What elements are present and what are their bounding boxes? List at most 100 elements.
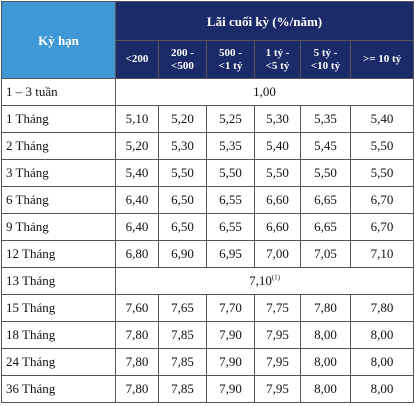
rate-cell: 6,60 — [254, 213, 301, 241]
rate-cell: 6,70 — [349, 186, 415, 214]
table-row: 9 Tháng 6,40 6,50 6,55 6,60 6,65 6,70 — [1, 213, 415, 241]
table-body: 1 – 3 tuần 1,00 1 Tháng 5,10 5,20 5,25 5,30 5,3… — [1, 78, 415, 403]
table-row: 6 Tháng 6,40 6,50 6,55 6,60 6,65 6,70 — [1, 186, 415, 214]
term-cell: 6 Tháng — [1, 186, 116, 214]
rate-cell: 5,40 — [254, 132, 301, 160]
rate-cell: 5,20 — [158, 105, 207, 133]
rate-cell: 6,65 — [300, 213, 351, 241]
rate-cell: 7,75 — [254, 294, 301, 322]
rate-cell: 7,90 — [206, 375, 255, 403]
rate-cell: 7,05 — [300, 240, 351, 268]
table-row: 1 Tháng 5,10 5,20 5,25 5,30 5,35 5,40 — [1, 105, 415, 133]
rate-cell: 6,55 — [206, 186, 255, 214]
table-row: 24 Tháng 7,80 7,85 7,90 7,95 8,00 8,00 — [1, 348, 415, 376]
rate-cell: 5,50 — [158, 159, 207, 187]
table-row: 2 Tháng 5,20 5,30 5,35 5,40 5,45 5,50 — [1, 132, 415, 160]
table-row: 15 Tháng 7,60 7,65 7,70 7,75 7,80 7,80 — [1, 294, 415, 322]
term-cell: 24 Tháng — [1, 348, 116, 376]
tier-header: 500 - <1 tỷ — [206, 40, 255, 79]
rate-cell: 8,00 — [300, 321, 351, 349]
rate-cell: 5,40 — [115, 159, 159, 187]
rate-cell: 6,90 — [158, 240, 207, 268]
table-header: Kỳ hạn Lãi cuối kỳ (%/năm) <200 200 - <50… — [1, 1, 415, 79]
term-cell: 3 Tháng — [1, 159, 116, 187]
table-row: 13 Tháng 7,10(1) — [1, 267, 415, 295]
rate-cell: 7,80 — [115, 348, 159, 376]
tier-header: >= 10 tỷ — [349, 40, 415, 79]
rate-cell: 8,00 — [300, 348, 351, 376]
term-header: Kỳ hạn — [1, 1, 116, 79]
term-cell: 18 Tháng — [1, 321, 116, 349]
rate-cell: 7,85 — [158, 321, 207, 349]
table-row: 1 – 3 tuần 1,00 — [1, 78, 415, 106]
rate-cell: 8,00 — [300, 375, 351, 403]
rate-cell: 5,50 — [254, 159, 301, 187]
footnote-mark: (1) — [271, 273, 280, 282]
rate-cell: 5,50 — [349, 159, 415, 187]
rate-cell: 6,80 — [115, 240, 159, 268]
rate-cell: 7,10 — [349, 240, 415, 268]
table-row: 18 Tháng 7,80 7,85 7,90 7,95 8,00 8,00 — [1, 321, 415, 349]
term-cell: 1 Tháng — [1, 105, 116, 133]
rate-cell: 8,00 — [349, 375, 415, 403]
rate-value: 7,10 — [249, 273, 272, 288]
rate-cell: 5,50 — [300, 159, 351, 187]
rate-cell: 6,50 — [158, 213, 207, 241]
rate-cell: 7,85 — [158, 375, 207, 403]
rate-cell: 5,50 — [206, 159, 255, 187]
rate-cell: 7,90 — [206, 348, 255, 376]
term-cell: 12 Tháng — [1, 240, 116, 268]
tier-header: 5 tỷ - <10 tỷ — [300, 40, 351, 79]
rate-cell: 8,00 — [349, 321, 415, 349]
tier-header: <200 — [115, 40, 159, 79]
rate-cell: 6,70 — [349, 213, 415, 241]
rate-cell: 5,30 — [158, 132, 207, 160]
rate-cell: 7,70 — [206, 294, 255, 322]
rate-cell: 7,00 — [254, 240, 301, 268]
rate-cell: 7,65 — [158, 294, 207, 322]
rate-cell: 7,95 — [254, 321, 301, 349]
rate-cell: 6,95 — [206, 240, 255, 268]
rate-cell: 5,20 — [115, 132, 159, 160]
rate-cell-merged: 1,00 — [114, 78, 415, 106]
rate-cell: 5,50 — [349, 132, 415, 160]
table-row: 3 Tháng 5,40 5,50 5,50 5,50 5,50 5,50 — [1, 159, 415, 187]
rate-cell: 6,40 — [115, 213, 159, 241]
rate-cell: 6,40 — [115, 186, 159, 214]
term-cell: 1 – 3 tuần — [1, 78, 116, 106]
rate-cell: 5,35 — [300, 105, 351, 133]
rate-cell: 5,10 — [115, 105, 159, 133]
term-cell: 9 Tháng — [1, 213, 116, 241]
tier-row: <200 200 - <500 500 - <1 tỷ 1 tỷ - <5 tỷ 5 t… — [2, 40, 415, 79]
rate-cell: 7,85 — [158, 348, 207, 376]
rate-cell: 7,80 — [300, 294, 351, 322]
rate-cell: 7,95 — [254, 375, 301, 403]
rate-cell: 7,80 — [115, 321, 159, 349]
term-cell: 36 Tháng — [1, 375, 116, 403]
rate-cell: 7,80 — [349, 294, 415, 322]
rate-cell: 5,25 — [206, 105, 255, 133]
rate-cell-merged: 7,10(1) — [114, 267, 415, 295]
rate-cell: 7,80 — [115, 375, 159, 403]
rate-title: Lãi cuối kỳ (%/năm) — [114, 1, 415, 41]
tier-header: 200 - <500 — [158, 40, 207, 79]
table-row: 36 Tháng 7,80 7,85 7,90 7,95 8,00 8,00 — [1, 375, 415, 403]
rate-cell: 5,30 — [254, 105, 301, 133]
rate-cell: 6,50 — [158, 186, 207, 214]
rate-cell: 7,60 — [115, 294, 159, 322]
term-cell: 2 Tháng — [1, 132, 116, 160]
rate-cell: 7,90 — [206, 321, 255, 349]
rate-cell: 8,00 — [349, 348, 415, 376]
term-cell: 15 Tháng — [1, 294, 116, 322]
rate-cell: 6,60 — [254, 186, 301, 214]
rate-cell: 5,45 — [300, 132, 351, 160]
tier-header: 1 tỷ - <5 tỷ — [254, 40, 301, 79]
rate-cell: 6,65 — [300, 186, 351, 214]
rate-cell: 5,40 — [349, 105, 415, 133]
table-row: 12 Tháng 6,80 6,90 6,95 7,00 7,05 7,10 — [1, 240, 415, 268]
rate-cell: 6,55 — [206, 213, 255, 241]
term-cell: 13 Tháng — [1, 267, 116, 295]
rate-cell: 7,95 — [254, 348, 301, 376]
rate-cell: 5,35 — [206, 132, 255, 160]
